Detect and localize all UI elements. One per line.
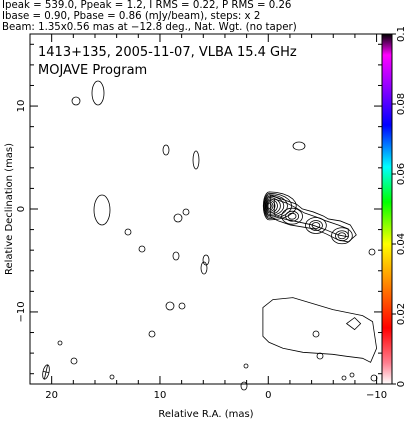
noise-contour — [200, 261, 208, 275]
noise-contour — [91, 80, 105, 106]
x-tick-label: 20 — [45, 390, 58, 401]
header-stats-line-2: Ibase = 0.90, Pbase = 0.86 (mJy/beam), s… — [2, 11, 261, 22]
noise-contour — [162, 144, 170, 156]
jet-knot-contour — [337, 232, 347, 240]
jet-knot-contour — [281, 207, 303, 225]
core-contour — [265, 197, 281, 215]
noise-contour — [148, 330, 156, 338]
jet-knot-contour — [331, 227, 353, 245]
noise-contour — [165, 301, 175, 311]
colorbar — [381, 33, 393, 385]
noise-contour — [109, 374, 115, 380]
x-axis-label: Relative R.A. (mas) — [158, 409, 253, 420]
colorbar-tick-label: 0.04 — [396, 233, 407, 255]
colorbar-tick-label: 0 — [396, 381, 407, 387]
colorbar-tick-label: 0.08 — [396, 93, 407, 115]
chart-subtitle: MOJAVE Program — [38, 63, 147, 78]
noise-contour — [370, 374, 378, 382]
noise-contour — [368, 248, 376, 256]
diffuse-lobe-contour — [345, 317, 362, 331]
colorbar-tick-label: 0.02 — [396, 303, 407, 325]
jet-knot-contour — [305, 217, 327, 234]
jet-knot-contour — [285, 210, 300, 222]
x-tick-label: −10 — [366, 390, 387, 401]
y-tick-label: 10 — [16, 100, 27, 113]
x-tick-label: 10 — [154, 390, 167, 401]
noise-contour — [192, 150, 200, 170]
noise-contour — [243, 363, 249, 369]
colorbar-tick-label: 0.06 — [396, 163, 407, 185]
noise-contour — [70, 357, 78, 365]
noise-contour — [312, 330, 320, 338]
chart-title: 1413+135, 2005-11-07, VLBA 15.4 GHz — [38, 45, 297, 60]
core-contour — [263, 192, 293, 219]
noise-contour — [57, 340, 63, 346]
plot-frame — [29, 33, 383, 385]
jet-knot-contour — [309, 220, 323, 231]
core-contour — [265, 198, 278, 214]
noise-contour — [178, 302, 186, 310]
noise-contour — [71, 96, 81, 106]
noise-contour — [172, 251, 180, 261]
core-contour — [264, 194, 288, 218]
noise-contour — [202, 254, 210, 266]
beam-ellipse — [42, 364, 50, 380]
noise-contour — [341, 375, 347, 381]
y-axis-label: Relative Declination (mas) — [4, 143, 15, 275]
core-contour — [267, 202, 272, 210]
noise-contour — [182, 208, 190, 216]
core-contour — [266, 199, 276, 212]
jet-contour — [269, 194, 357, 243]
header-stats-line-1: Ipeak = 539.0, Ppeak = 1.2, I RMS = 0.22… — [2, 0, 292, 11]
noise-contour — [349, 372, 355, 378]
jet-knot-contour — [335, 230, 349, 242]
noise-contour — [292, 141, 306, 151]
y-tick-label: 0 — [16, 206, 27, 212]
noise-contour — [124, 228, 132, 236]
noise-contour — [173, 213, 183, 223]
noise-contour — [138, 245, 146, 253]
noise-contour — [316, 352, 324, 360]
header-beam-line: Beam: 1.35x0.56 mas at −12.8 deg., Nat. … — [2, 22, 297, 33]
jet-knot-contour — [287, 212, 297, 220]
jet-contour — [273, 198, 349, 238]
noise-contour — [240, 381, 248, 391]
noise-contour — [93, 194, 111, 226]
core-contour — [267, 201, 274, 211]
diffuse-lobe-contour — [262, 297, 378, 363]
colorbar-tick-label: 0.1 — [396, 26, 407, 42]
y-tick-label: −10 — [16, 301, 27, 322]
jet-knot-contour — [311, 222, 321, 229]
x-tick-label: 0 — [265, 390, 271, 401]
